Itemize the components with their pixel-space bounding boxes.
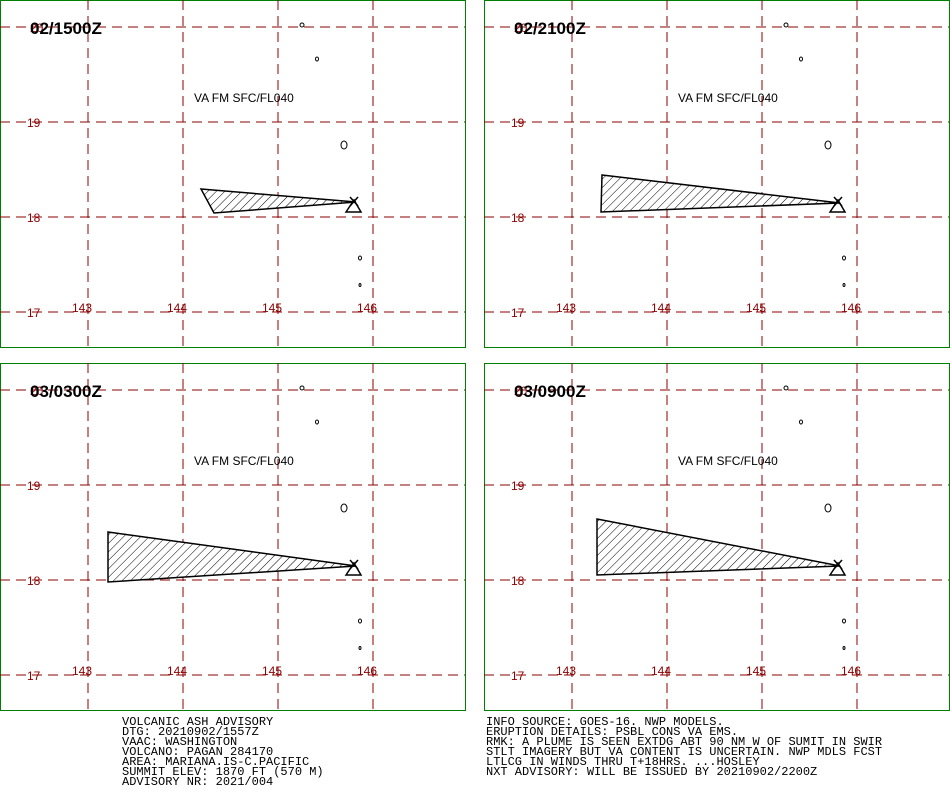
panel-frame	[0, 363, 466, 711]
lon-tick-145: 145	[262, 664, 282, 678]
map-svg-4: 20 19 18 17 143 144 145 146 03/0900Z VA …	[484, 363, 950, 711]
lat-tick-18: 18	[511, 211, 525, 225]
eruption-details: ERUPTION DETAILS: PSBL CONS VA EMS.	[486, 725, 739, 739]
lat-tick-19: 19	[511, 479, 525, 493]
lon-tick-143: 143	[556, 664, 576, 678]
pagan-volcano-icon	[828, 196, 847, 213]
ash-cloud-polygon	[596, 518, 841, 576]
lon-tick-144: 144	[167, 664, 187, 678]
valid-time: 03/0900Z	[514, 382, 586, 401]
advisory-summit-elev: SUMMIT ELEV: 1870 FT (570 M)	[122, 765, 324, 779]
flight-level-label: VA FM SFC/FL040	[678, 454, 778, 468]
valid-time: 02/2100Z	[514, 19, 586, 38]
valid-time: 02/1500Z	[30, 19, 102, 38]
lon-tick-146: 146	[357, 301, 377, 315]
remarks-line-1: RMK: A PLUME IS SEEN EXTDG ABT 90 NM W O…	[486, 735, 883, 749]
lat-tick-17: 17	[511, 306, 525, 320]
advisory-dtg: DTG: 20210902/1557Z	[122, 725, 259, 739]
lat-tick-19: 19	[27, 116, 41, 130]
remarks-line-2: STLT IMAGERY BUT VA CONTENT IS UNCERTAIN…	[486, 745, 883, 759]
lon-tick-144: 144	[651, 301, 671, 315]
map-panel-2: 20 19 18 17 143 144 145 146 02/2100Z VA …	[484, 0, 950, 348]
lat-tick-20: 20	[30, 384, 44, 398]
lon-tick-145: 145	[262, 301, 282, 315]
islands	[299, 22, 362, 287]
flight-level-label: VA FM SFC/FL040	[678, 91, 778, 105]
islands	[783, 385, 846, 650]
ash-cloud-polygon	[600, 174, 841, 213]
ash-cloud-polygon	[107, 531, 357, 583]
lat-tick-17: 17	[27, 669, 41, 683]
lat-tick-20: 20	[514, 21, 528, 35]
map-svg-3: 20 19 18 17 143 144 145 146 03/0300Z VA …	[0, 363, 466, 711]
lat-lon-grid	[484, 363, 949, 711]
advisory-vaac: VAAC: WASHINGTON	[122, 735, 238, 749]
map-panel-1: 20 19 18 17 143 144 145 146 02/1500Z VA …	[0, 0, 466, 348]
lat-tick-17: 17	[27, 306, 41, 320]
advisory-details-block: INFO SOURCE: GOES-16. NWP MODELS. ERUPTI…	[486, 715, 883, 779]
flight-level-label: VA FM SFC/FL040	[194, 91, 294, 105]
lon-tick-146: 146	[841, 301, 861, 315]
panel-frame	[484, 0, 950, 348]
advisory-area: AREA: MARIANA.IS-C.PACIFIC	[122, 755, 310, 769]
ash-cloud-polygon	[199, 188, 357, 214]
lon-tick-143: 143	[72, 301, 92, 315]
lat-tick-20: 20	[30, 21, 44, 35]
lon-tick-144: 144	[651, 664, 671, 678]
pagan-volcano-icon	[344, 196, 363, 213]
lon-tick-143: 143	[72, 664, 92, 678]
lat-tick-18: 18	[27, 211, 41, 225]
next-advisory: NXT ADVISORY: WILL BE ISSUED BY 20210902…	[486, 765, 818, 779]
lat-tick-17: 17	[511, 669, 525, 683]
advisory-volcano: VOLCANO: PAGAN 284170	[122, 745, 274, 759]
advisory-header-block: VOLCANIC ASH ADVISORY DTG: 20210902/1557…	[122, 715, 324, 789]
remarks-line-3: LTLCG IN WINDS THRU T+18HRS. ...HOSLEY	[486, 755, 760, 769]
map-panel-4: 20 19 18 17 143 144 145 146 03/0900Z VA …	[484, 363, 950, 711]
lat-tick-18: 18	[511, 574, 525, 588]
lat-tick-19: 19	[511, 116, 525, 130]
lon-tick-143: 143	[556, 301, 576, 315]
islands	[299, 385, 362, 650]
advisory-number: ADVISORY NR: 2021/004	[122, 775, 274, 789]
panel-frame	[484, 363, 950, 711]
lon-tick-146: 146	[357, 664, 377, 678]
map-svg-2: 20 19 18 17 143 144 145 146 02/2100Z VA …	[484, 0, 950, 348]
info-source: INFO SOURCE: GOES-16. NWP MODELS.	[486, 715, 724, 729]
panel-frame	[0, 0, 466, 348]
lon-tick-144: 144	[167, 301, 187, 315]
islands	[783, 22, 846, 287]
pagan-volcano-icon	[828, 559, 847, 576]
lat-tick-18: 18	[27, 574, 41, 588]
lon-tick-145: 145	[746, 301, 766, 315]
pagan-volcano-icon	[344, 559, 363, 576]
lon-tick-146: 146	[841, 664, 861, 678]
map-svg-1: 20 19 18 17 143 144 145 146 02/1500Z VA …	[0, 0, 466, 348]
map-panel-3: 20 19 18 17 143 144 145 146 03/0300Z VA …	[0, 363, 466, 711]
lat-lon-grid	[0, 0, 465, 348]
lat-lon-grid	[0, 363, 465, 711]
advisory-title: VOLCANIC ASH ADVISORY	[122, 715, 274, 729]
lat-tick-19: 19	[27, 479, 41, 493]
lat-lon-grid	[484, 0, 949, 348]
lat-tick-20: 20	[514, 384, 528, 398]
lon-tick-145: 145	[746, 664, 766, 678]
flight-level-label: VA FM SFC/FL040	[194, 454, 294, 468]
valid-time: 03/0300Z	[30, 382, 102, 401]
